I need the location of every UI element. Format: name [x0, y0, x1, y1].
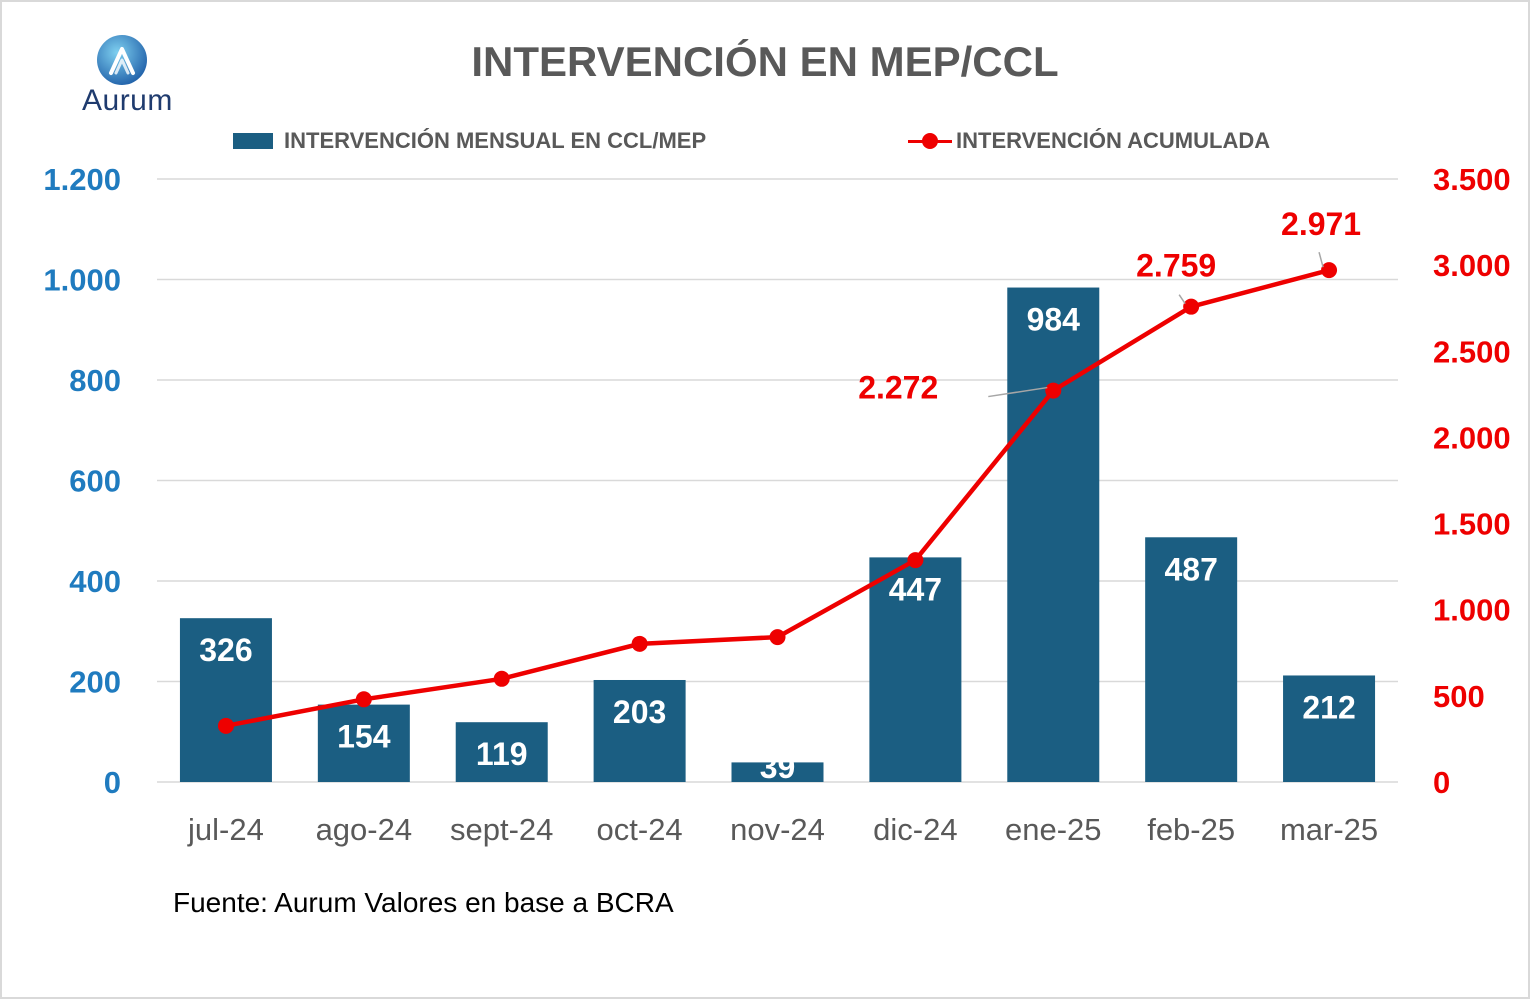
bar	[1283, 675, 1376, 782]
x-axis-category-label: mar-25	[1280, 812, 1378, 847]
right-axis-tick-label: 3.500	[1433, 162, 1511, 197]
legend-label-monthly: INTERVENCIÓN MENSUAL EN CCL/MEP	[284, 128, 707, 153]
x-axis-category-label: oct-24	[597, 812, 683, 847]
x-axis-category-label: dic-24	[873, 812, 957, 847]
x-axis-category-label: nov-24	[730, 812, 825, 847]
bar-value-label: 212	[1302, 689, 1355, 725]
bar	[593, 679, 686, 782]
legend-bar-swatch	[233, 133, 273, 149]
bar-value-label: 203	[613, 694, 666, 730]
line-point	[1183, 298, 1200, 315]
source-note: Fuente: Aurum Valores en base a BCRA	[173, 887, 674, 918]
left-axis-tick-label: 800	[69, 363, 121, 398]
right-axis-tick-label: 3.000	[1433, 248, 1511, 283]
x-axis-category-label: ago-24	[316, 812, 413, 847]
bar	[317, 704, 410, 782]
bar	[1007, 287, 1100, 782]
bar-value-label: 447	[889, 571, 942, 607]
line-point	[907, 552, 924, 569]
chart-title: INTERVENCIÓN EN MEP/CCL	[471, 38, 1059, 85]
left-axis-tick-label: 600	[69, 464, 121, 499]
line-value-label: 2.759	[1136, 248, 1216, 284]
aurum-logo-icon	[97, 35, 147, 85]
line-label-leader	[1318, 251, 1324, 268]
left-axis-tick-label: 0	[104, 765, 121, 800]
line-label-leader	[1178, 294, 1186, 305]
line-point	[1321, 262, 1338, 279]
left-axis-tick-label: 1.200	[43, 162, 121, 197]
legend-item-monthly: INTERVENCIÓN MENSUAL EN CCL/MEP	[233, 128, 706, 154]
bar-value-label: 39	[760, 749, 796, 785]
legend-label-cumulative: INTERVENCIÓN ACUMULADA	[956, 128, 1271, 153]
bar-value-label: 119	[476, 736, 528, 772]
x-axis-category-label: feb-25	[1147, 812, 1235, 847]
x-axis-category-label: jul-24	[187, 812, 264, 847]
brand-name: Aurum	[82, 84, 173, 117]
bar-value-label: 154	[337, 719, 391, 755]
left-axis-tick-label: 400	[69, 564, 121, 599]
bar	[731, 762, 824, 782]
right-axis-tick-label: 0	[1433, 765, 1450, 800]
legend-item-cumulative: INTERVENCIÓN ACUMULADA	[908, 128, 1270, 154]
line-point	[1045, 382, 1062, 399]
right-axis-tick-label: 2.000	[1433, 420, 1511, 455]
right-axis-tick-label: 1.000	[1433, 593, 1511, 628]
bar	[179, 618, 272, 782]
right-axis-tick-label: 1.500	[1433, 507, 1511, 542]
line-point	[769, 629, 786, 646]
bar-value-label: 984	[1027, 302, 1081, 338]
x-axis-category-label: sept-24	[450, 812, 553, 847]
right-axis-tick-label: 2.500	[1433, 334, 1511, 369]
line-point	[493, 670, 510, 687]
left-axis-tick-label: 200	[69, 665, 121, 700]
line-value-label: 2.971	[1281, 206, 1361, 242]
line-point	[631, 635, 648, 652]
x-axis-category-label: ene-25	[1005, 812, 1102, 847]
line-value-label: 2.272	[858, 370, 938, 406]
bar	[869, 557, 962, 782]
legend-line-swatch	[908, 133, 952, 149]
line-point	[217, 717, 234, 734]
right-axis-tick-label: 500	[1433, 679, 1485, 714]
bar-value-label: 326	[199, 632, 252, 668]
bar-value-label: 487	[1164, 551, 1217, 587]
line-point	[355, 691, 372, 708]
line-label-leader	[988, 386, 1048, 398]
bar	[455, 722, 548, 782]
bar	[1145, 537, 1238, 782]
left-axis-tick-label: 1.000	[43, 263, 121, 298]
